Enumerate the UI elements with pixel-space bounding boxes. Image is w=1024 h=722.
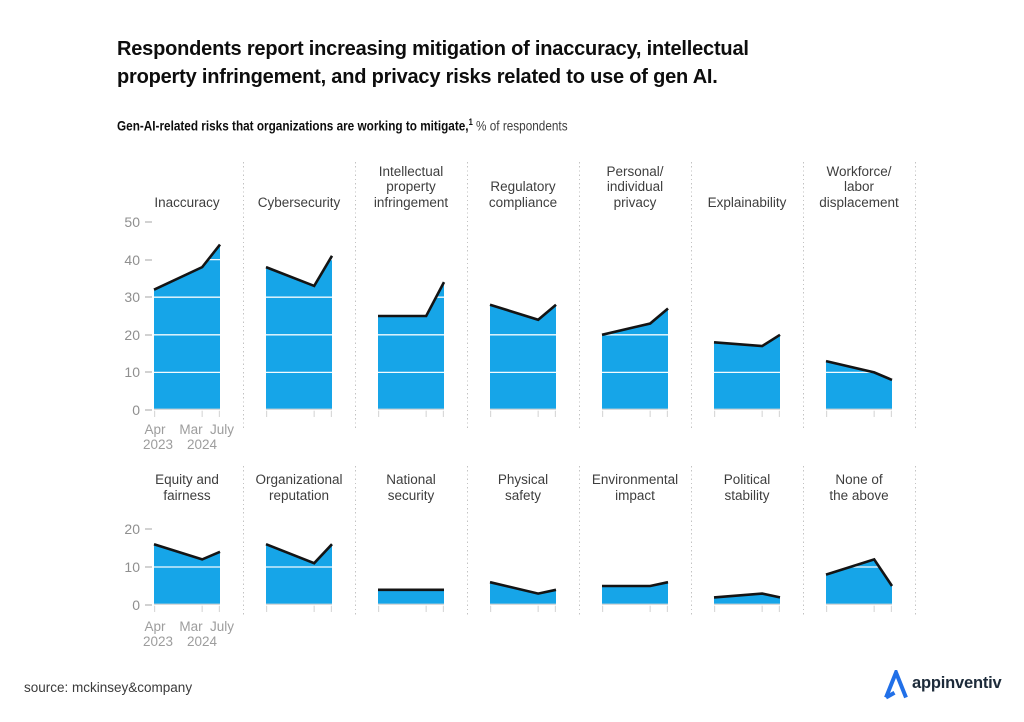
area-chart-explainability [713,221,781,417]
y-axis-tick-mark [145,296,152,299]
x-axis-month-label: Mar [179,619,203,634]
y-axis-label: 10 [92,363,152,381]
panel-separator [243,466,244,616]
y-axis-tick-value: 0 [132,597,140,613]
y-axis-tick-value: 10 [124,364,140,381]
panel-title-none-of-the-above: None of the above [829,472,889,503]
panel-separator [915,162,916,430]
area-chart-regulatory-compliance [489,221,557,417]
area-chart-equity-and-fairness [153,528,221,612]
y-axis-tick-value: 20 [124,521,140,537]
y-axis-label: 20 [92,520,152,538]
area-chart-inaccuracy [153,221,222,417]
panel-separator [467,466,468,616]
panel-separator [691,162,692,430]
panel-separator [803,162,804,430]
y-axis-label: 40 [92,251,152,269]
panel-title-explainability: Explainability [707,194,787,210]
x-axis-month-label: Mar [179,422,203,437]
area-chart-national-security [378,528,445,612]
y-axis-label: 0 [92,596,152,614]
y-axis-tick-value: 50 [124,214,140,230]
y-axis-tick-value: 10 [124,559,140,575]
y-axis-tick-value: 0 [132,402,140,418]
x-axis-month-label: July [209,619,235,634]
panel-separator [803,466,804,616]
x-axis-year-label: 2024 [186,437,218,452]
chart-subtitle: Gen-AI-related risks that organizations … [117,112,568,136]
panel-separator [579,466,580,616]
footnote-marker: 1 [468,117,473,127]
x-axis-month-label: Apr [144,422,166,437]
panel-title-workforce-labor-displacement: Workforce/ labor displacement [819,163,899,210]
panel-title-organizational-reputation: Organizational reputation [255,472,343,503]
area-chart-cybersecurity [265,221,334,417]
panel-separator [355,162,356,430]
y-axis-tick-value: 20 [124,326,140,343]
area-chart-political-stability [713,528,781,612]
y-axis-tick-mark [145,371,152,374]
y-axis-tick-mark [145,258,152,261]
panel-title-equity-and-fairness: Equity and fairness [155,472,219,503]
area-chart-none-of-the-above [825,528,894,612]
panel-title-personal-individual-privacy: Personal/ individual privacy [606,163,664,210]
x-axis-year-label: 2023 [142,437,174,452]
panel-separator [355,466,356,616]
y-axis-tick-mark [145,409,152,411]
panel-title-physical-safety: Physical safety [497,472,549,503]
x-axis-year-label: 2023 [142,634,174,649]
y-axis-label: 20 [92,326,152,344]
panel-title-intellectual-property-infringement: Intellectual property infringement [373,163,449,210]
area-chart-organizational-reputation [265,528,333,612]
page-title: Respondents report increasing mitigation… [117,38,749,88]
y-axis-label: 10 [92,558,152,576]
x-axis-month-label: Apr [144,619,166,634]
source-attribution: source: mckinsey&company [24,680,193,695]
y-axis-tick-mark [145,566,152,568]
area-chart-workforce-labor-displacement [825,221,893,417]
panel-title-political-stability: Political stability [723,472,771,503]
chart-subtitle-bold: Gen-AI-related risks that organizations … [117,117,469,134]
panel-title-inaccuracy: Inaccuracy [154,194,220,210]
panel-separator [467,162,468,430]
y-axis-tick-mark [145,333,152,336]
y-axis-tick-mark [145,604,152,606]
y-axis-label: 0 [92,401,152,419]
panel-title-regulatory-compliance: Regulatory compliance [488,179,558,210]
panel-separator [579,162,580,430]
x-axis-month-label: July [209,422,235,437]
panel-separator [243,162,244,430]
area-chart-physical-safety [489,528,557,612]
area-chart-intellectual-property-infringement [378,221,446,417]
y-axis-tick-value: 40 [124,251,140,268]
y-axis-label: 30 [92,288,152,306]
panel-title-environmental-impact: Environmental impact [591,472,679,503]
chart-subtitle-unit: % of respondents [472,117,568,134]
area-chart-personal-individual-privacy [601,221,669,417]
y-axis-tick-value: 30 [124,289,140,306]
y-axis-tick-mark [145,221,152,223]
x-axis-year-label: 2024 [186,634,218,649]
panel-separator [691,466,692,616]
panel-title-cybersecurity: Cybersecurity [257,194,341,210]
y-axis-label: 50 [92,213,152,231]
appinventiv-logo-text: appinventiv [912,674,1002,692]
appinventiv-logo-icon [884,670,908,700]
panel-separator [915,466,916,616]
area-chart-environmental-impact [602,528,669,612]
panel-title-national-security: National security [386,472,436,503]
y-axis-tick-mark [145,528,152,530]
